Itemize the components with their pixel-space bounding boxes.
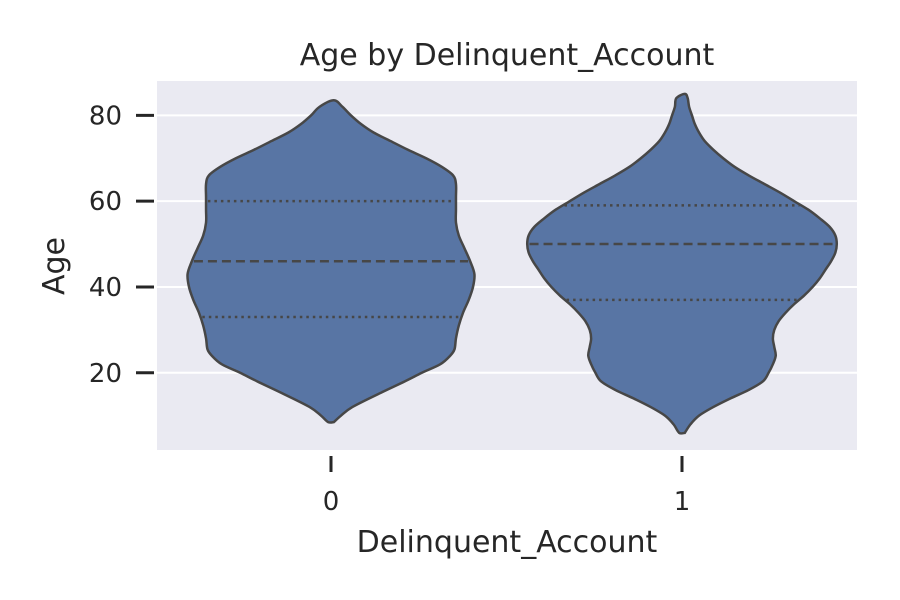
y-axis-label: Age bbox=[37, 237, 72, 295]
x-tick-label: 0 bbox=[323, 487, 340, 517]
x-tick-label: 1 bbox=[674, 487, 691, 517]
y-tick-label: 20 bbox=[89, 359, 122, 389]
y-tick-label: 40 bbox=[89, 273, 122, 303]
violins bbox=[186, 92, 839, 435]
y-axis-ticks: 20 40 60 80 bbox=[89, 101, 154, 389]
x-axis-label: Delinquent_Account bbox=[357, 525, 658, 560]
y-tick-label: 60 bbox=[89, 187, 122, 217]
violin-body bbox=[186, 99, 476, 424]
violin-body bbox=[525, 92, 839, 435]
chart-title: Age by Delinquent_Account bbox=[300, 38, 715, 73]
y-tick-label: 80 bbox=[89, 101, 122, 131]
